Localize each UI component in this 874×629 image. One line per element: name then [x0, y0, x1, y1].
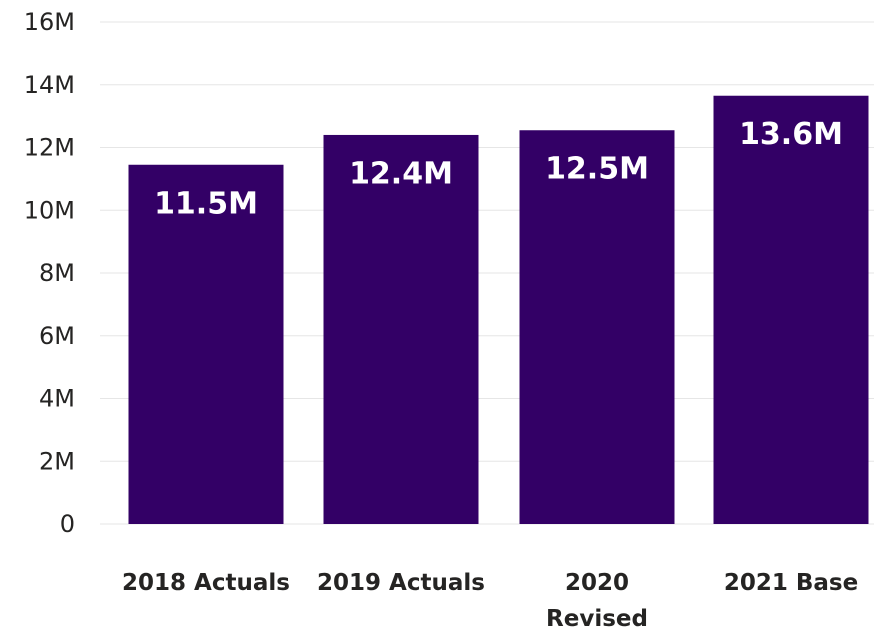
- bar-data-label: 12.5M: [545, 152, 649, 187]
- y-tick-label: 2M: [39, 447, 75, 475]
- bar: [323, 134, 479, 524]
- y-tick-label: 12M: [24, 134, 75, 162]
- bars: [128, 95, 869, 524]
- y-tick-label: 14M: [24, 71, 75, 99]
- bar-data-label: 11.5M: [154, 186, 258, 221]
- y-tick-label: 0: [60, 510, 75, 538]
- bar: [713, 95, 869, 524]
- bar-data-label: 13.6M: [739, 117, 843, 152]
- bar-data-label: 12.4M: [349, 156, 453, 191]
- x-tick-label: 2019 Actuals: [317, 570, 485, 596]
- x-tick-label: 2021 Base: [724, 570, 858, 596]
- y-tick-label: 6M: [39, 322, 75, 350]
- x-tick-label: 2018 Actuals: [122, 570, 290, 596]
- x-tick-label: 2020: [565, 570, 629, 596]
- y-tick-label: 4M: [39, 385, 75, 413]
- y-tick-label: 8M: [39, 259, 75, 287]
- y-axis-tick-labels: 0 2M 4M 6M 8M 10M 12M 14M 16M: [24, 8, 75, 538]
- bar: [128, 164, 284, 524]
- y-tick-label: 16M: [24, 8, 75, 36]
- x-axis-tick-labels: 2018 Actuals 2019 Actuals 2020 Revised 2021 …: [122, 570, 858, 629]
- data-labels: 11.5M 12.4M 12.5M 13.6M: [154, 117, 843, 221]
- y-tick-label: 10M: [24, 196, 75, 224]
- x-tick-label: Revised: [546, 606, 648, 629]
- bar: [519, 130, 675, 524]
